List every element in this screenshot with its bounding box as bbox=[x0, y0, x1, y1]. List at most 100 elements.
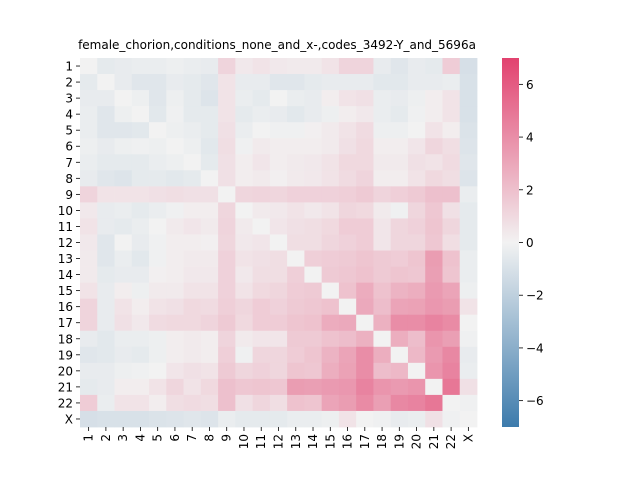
y-tick-label: 5 bbox=[65, 124, 73, 138]
heatmap-cell bbox=[149, 378, 167, 396]
heatmap-cell bbox=[114, 154, 133, 171]
heatmap-cell bbox=[149, 330, 167, 348]
heatmap-cell bbox=[304, 250, 323, 267]
heatmap-cell bbox=[407, 74, 426, 91]
heatmap-cell bbox=[97, 202, 115, 219]
heatmap-cell bbox=[442, 58, 461, 75]
heatmap-cell bbox=[235, 154, 254, 171]
heatmap-cell bbox=[407, 394, 426, 412]
heatmap-cell bbox=[373, 378, 392, 396]
heatmap-cell bbox=[235, 202, 254, 219]
heatmap-cell bbox=[373, 330, 392, 348]
heatmap-cell bbox=[252, 138, 271, 155]
heatmap-cell bbox=[442, 170, 461, 187]
heatmap-cell bbox=[321, 250, 340, 267]
y-tick-label: 16 bbox=[58, 300, 73, 314]
heatmap-cell bbox=[235, 314, 254, 332]
x-tick-label: 18 bbox=[375, 434, 389, 449]
heatmap-cell bbox=[373, 298, 392, 316]
heatmap-cell bbox=[304, 218, 323, 235]
heatmap-cell bbox=[218, 362, 236, 380]
heatmap-cell bbox=[131, 394, 150, 412]
heatmap-cell bbox=[200, 234, 219, 251]
heatmap-cell bbox=[80, 154, 98, 171]
heatmap-cell bbox=[218, 74, 236, 91]
heatmap-cell bbox=[304, 186, 323, 203]
y-tick-label: 9 bbox=[65, 188, 73, 202]
heatmap-cell bbox=[97, 218, 115, 235]
heatmap-cell bbox=[252, 218, 271, 235]
heatmap-cell bbox=[80, 170, 98, 187]
heatmap-cell bbox=[235, 298, 254, 316]
heatmap-cell bbox=[80, 410, 98, 428]
y-tick-label: 15 bbox=[58, 284, 73, 298]
heatmap-cell bbox=[407, 122, 426, 139]
y-tick-label: 12 bbox=[58, 236, 73, 250]
heatmap-cell bbox=[287, 58, 305, 75]
heatmap-cell bbox=[235, 282, 254, 300]
heatmap-cell bbox=[269, 186, 288, 203]
heatmap-cell bbox=[407, 234, 426, 251]
x-tick-label: 14 bbox=[306, 434, 320, 449]
heatmap-cell bbox=[80, 250, 98, 267]
heatmap-cell bbox=[407, 58, 426, 75]
heatmap-cell bbox=[442, 298, 461, 316]
heatmap-cell bbox=[321, 266, 340, 284]
heatmap-cell bbox=[304, 394, 323, 412]
heatmap-cell bbox=[356, 58, 374, 75]
heatmap-cell bbox=[442, 218, 461, 235]
x-tick-label: 8 bbox=[202, 434, 216, 442]
heatmap-cell bbox=[459, 170, 478, 187]
colorbar-ticks: −6 −4 −2 0 2 4 6 bbox=[519, 78, 544, 408]
heatmap-cell bbox=[252, 58, 271, 75]
heatmap-cell bbox=[114, 186, 133, 203]
heatmap-cell bbox=[338, 170, 357, 187]
colorbar-tick-label: −2 bbox=[526, 289, 544, 303]
heatmap-cell bbox=[338, 154, 357, 171]
y-tick-label: 8 bbox=[65, 172, 73, 186]
heatmap-cell bbox=[373, 266, 392, 284]
heatmap-cell bbox=[114, 346, 133, 364]
heatmap-cell bbox=[131, 314, 150, 332]
heatmap-cell bbox=[269, 234, 288, 251]
heatmap-cell bbox=[338, 234, 357, 251]
heatmap-cell bbox=[166, 106, 184, 123]
heatmap-cell bbox=[131, 154, 150, 171]
heatmap-cell bbox=[80, 58, 98, 75]
heatmap-cell bbox=[218, 58, 236, 75]
heatmap-cell bbox=[356, 282, 374, 300]
x-tick-label: 7 bbox=[185, 434, 199, 442]
heatmap-cell bbox=[218, 170, 236, 187]
x-tick-label: 9 bbox=[220, 434, 234, 442]
heatmap-cell bbox=[218, 138, 236, 155]
heatmap-cell bbox=[166, 202, 184, 219]
heatmap-cell bbox=[80, 90, 98, 107]
heatmap-cell bbox=[183, 202, 202, 219]
heatmap-cell bbox=[183, 90, 202, 107]
heatmap-cell bbox=[407, 170, 426, 187]
heatmap-cell bbox=[235, 170, 254, 187]
heatmap-cell bbox=[459, 394, 478, 412]
heatmap-cell bbox=[287, 266, 305, 284]
y-tick-label: 17 bbox=[58, 316, 73, 330]
heatmap-cell bbox=[442, 234, 461, 251]
heatmap-cell bbox=[149, 250, 167, 267]
heatmap-cell bbox=[269, 58, 288, 75]
heatmap-cell bbox=[166, 218, 184, 235]
heatmap-cell bbox=[390, 266, 409, 284]
heatmap-cell bbox=[97, 170, 115, 187]
heatmap-cell bbox=[114, 266, 133, 284]
heatmap-cell bbox=[97, 74, 115, 91]
heatmap-cell bbox=[235, 186, 254, 203]
heatmap-cell bbox=[131, 202, 150, 219]
heatmap-cell bbox=[321, 170, 340, 187]
x-tick-label: 1 bbox=[82, 434, 96, 442]
y-tick-label: 7 bbox=[65, 156, 73, 170]
heatmap-cell bbox=[149, 138, 167, 155]
heatmap-cell bbox=[252, 266, 271, 284]
heatmap-cell bbox=[356, 138, 374, 155]
heatmap-cell bbox=[425, 218, 443, 235]
heatmap-cell bbox=[149, 298, 167, 316]
colorbar-tick-label: 0 bbox=[526, 236, 534, 250]
